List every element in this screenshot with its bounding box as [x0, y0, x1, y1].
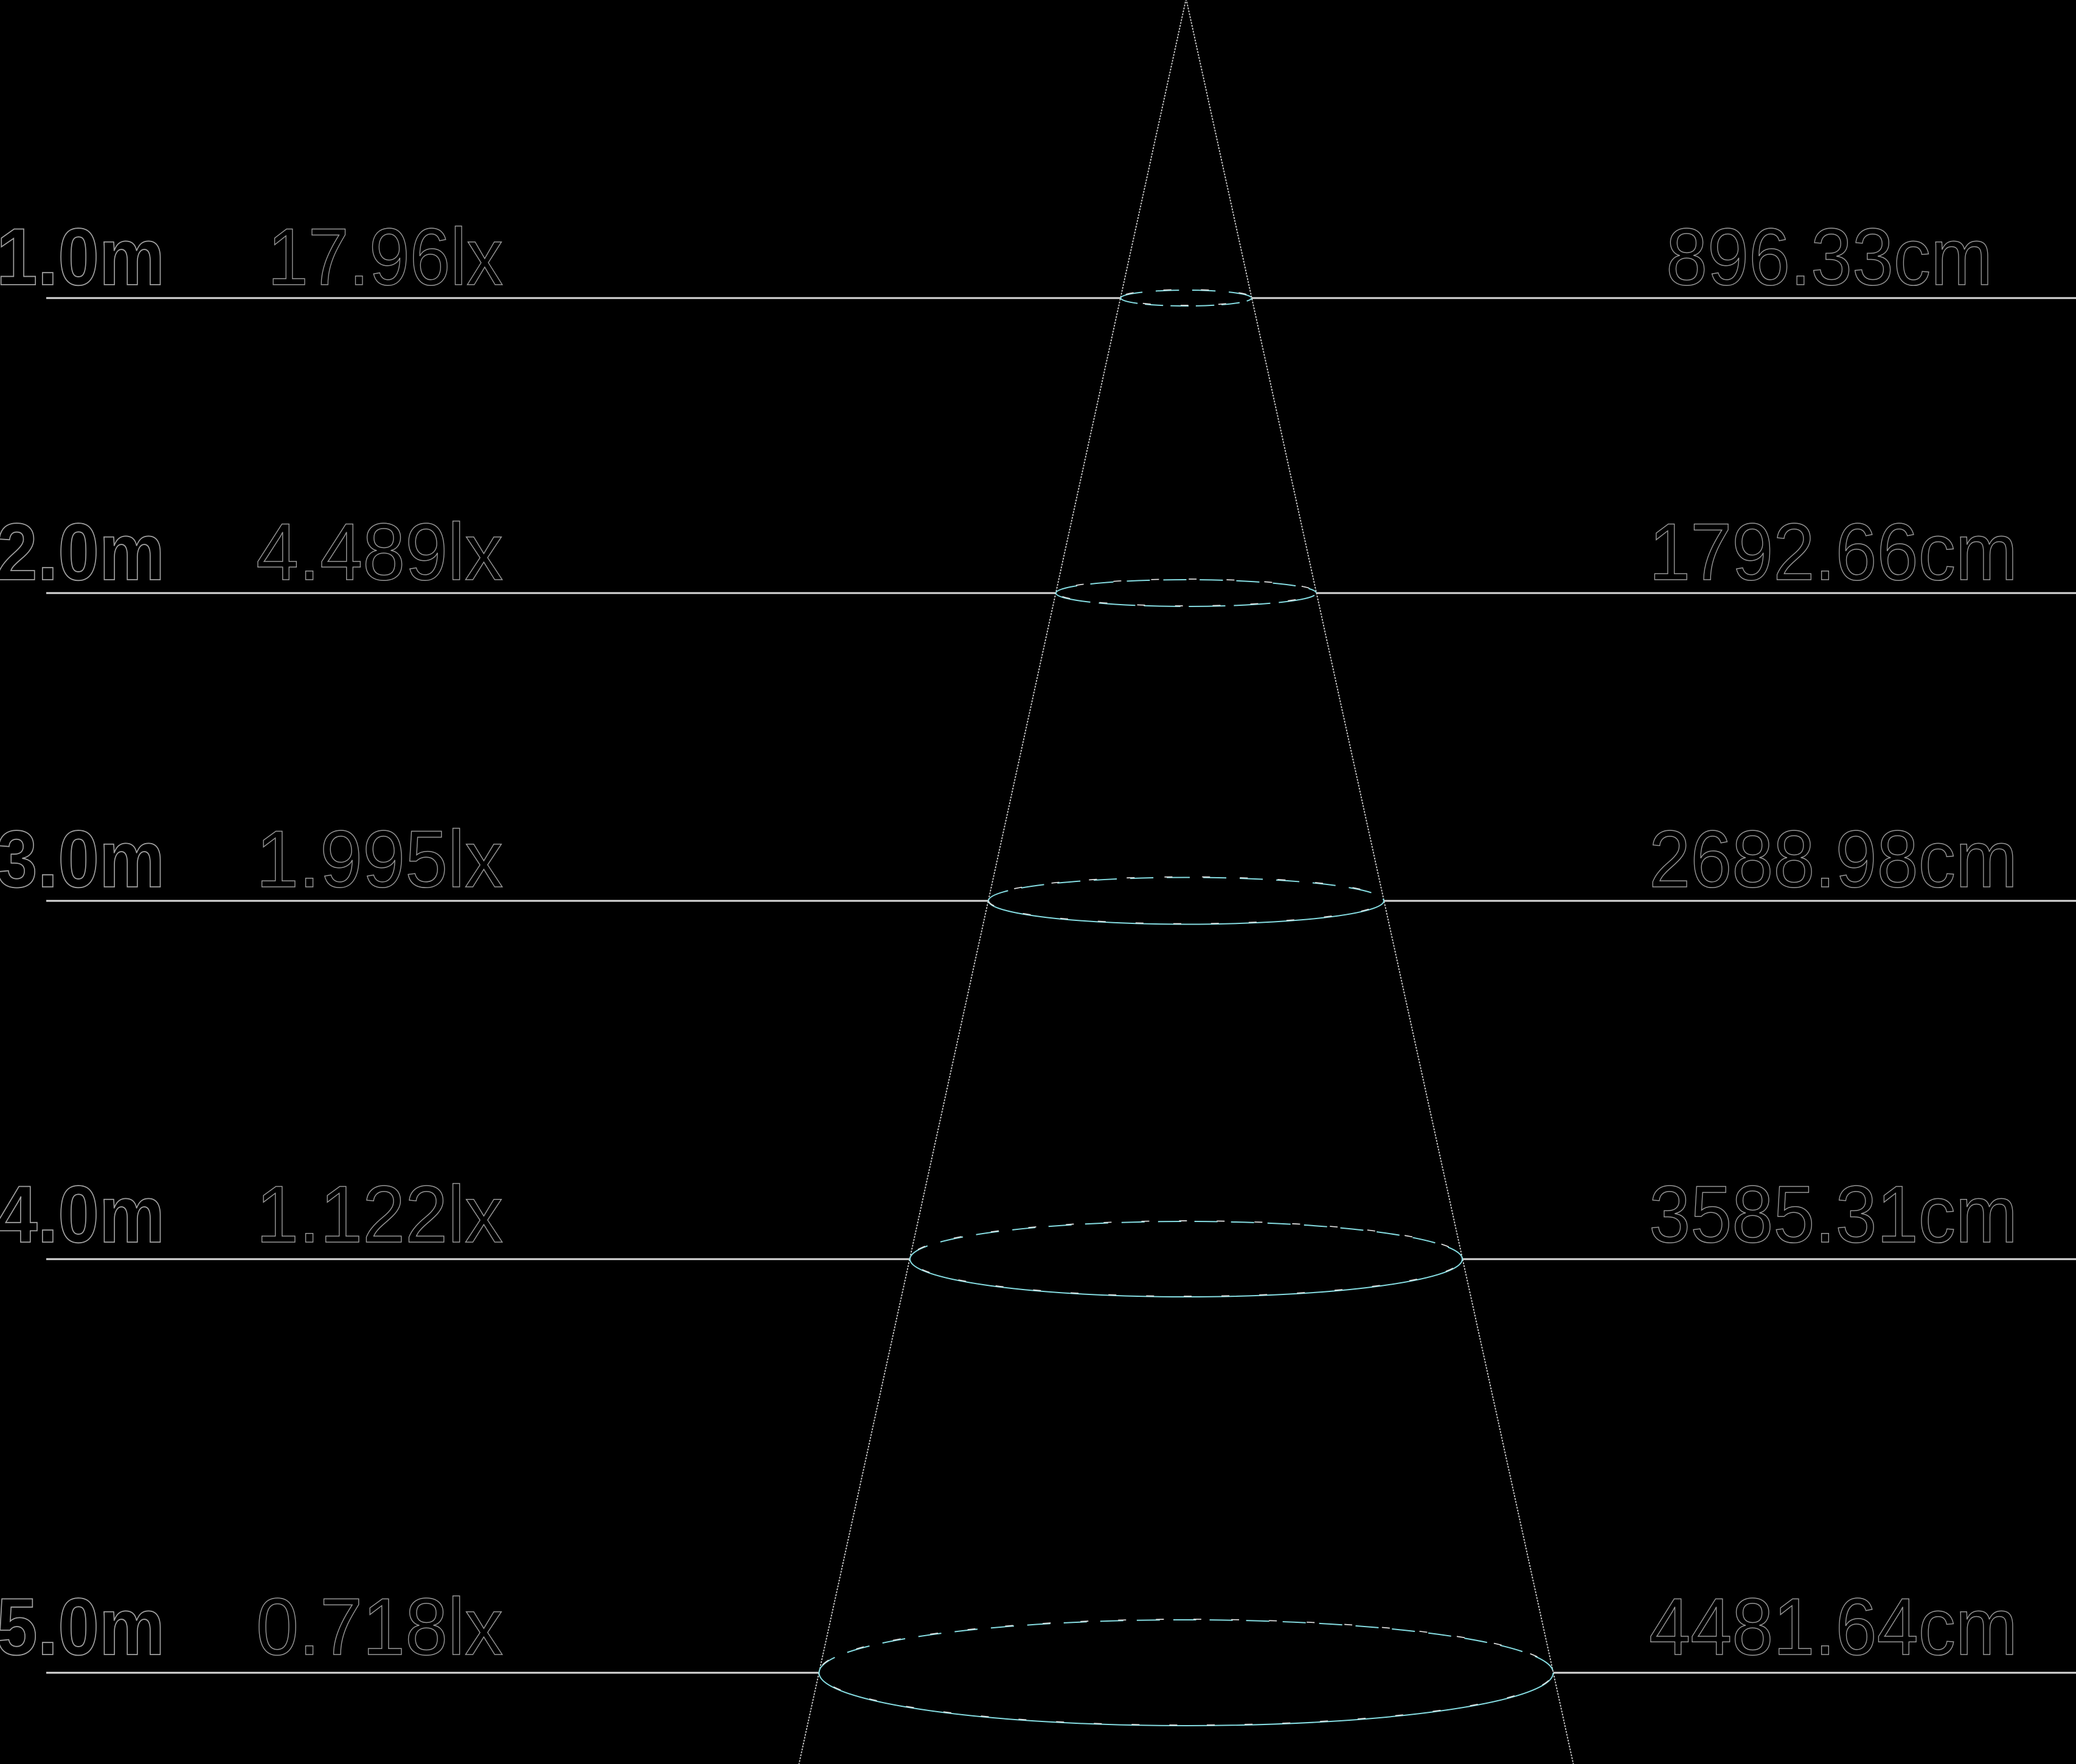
svg-text:0.718lx: 0.718lx [256, 1582, 503, 1672]
svg-text:5.0m: 5.0m [0, 1582, 165, 1672]
svg-text:4481.64cm: 4481.64cm [1649, 1582, 2018, 1672]
svg-text:896.33cm: 896.33cm [1666, 212, 1993, 302]
svg-text:3585.31cm: 3585.31cm [1649, 1170, 2018, 1260]
svg-text:17.96lx: 17.96lx [268, 212, 503, 302]
svg-text:1.995lx: 1.995lx [256, 814, 503, 905]
svg-text:2688.98cm: 2688.98cm [1649, 814, 2018, 905]
svg-text:3.0m: 3.0m [0, 814, 165, 905]
svg-text:4.0m: 4.0m [0, 1170, 165, 1260]
svg-text:2.0m: 2.0m [0, 507, 165, 597]
svg-text:1.0m: 1.0m [0, 212, 165, 302]
svg-text:1792.66cm: 1792.66cm [1649, 507, 2018, 597]
svg-text:4.489lx: 4.489lx [256, 507, 503, 597]
svg-text:1.122lx: 1.122lx [256, 1170, 503, 1260]
